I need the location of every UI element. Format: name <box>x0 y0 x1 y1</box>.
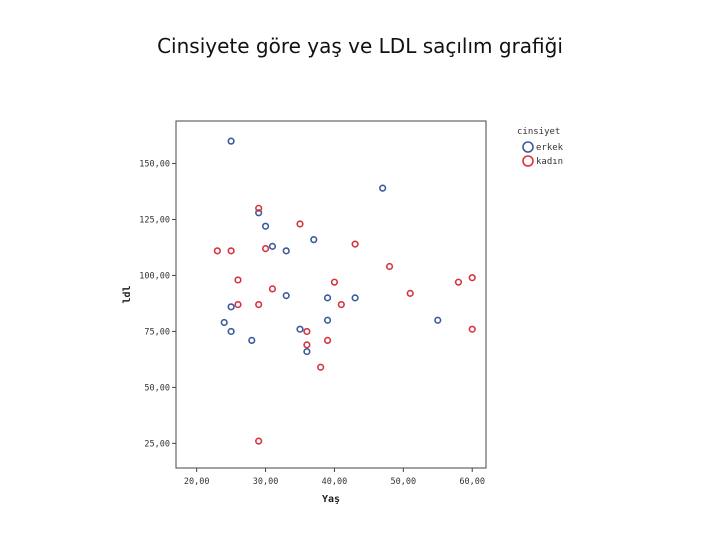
y-tick-label: 150,00 <box>139 160 170 170</box>
data-point-erkek <box>220 318 228 327</box>
x-tick-label: 30,00 <box>253 477 279 487</box>
data-point-erkek <box>351 294 359 302</box>
data-point-erkek <box>379 184 387 192</box>
data-point-kadın <box>227 247 235 255</box>
data-point-kadın <box>213 247 221 255</box>
data-point-kadın <box>454 278 463 286</box>
data-point-kadın <box>406 289 414 297</box>
data-point-kadın <box>468 274 476 282</box>
data-point-kadın <box>255 204 263 212</box>
data-point-erkek <box>268 242 277 250</box>
data-point-kadın <box>468 325 476 333</box>
data-point-kadın <box>296 220 304 228</box>
data-point-kadın <box>268 285 277 293</box>
data-point-erkek <box>282 292 290 300</box>
x-tick-label: 20,00 <box>184 477 210 487</box>
y-tick-label: 50,00 <box>144 383 170 393</box>
data-point-erkek <box>227 137 235 145</box>
legend-marker-erkek <box>522 141 534 153</box>
x-tick-label: 50,00 <box>391 477 417 487</box>
y-tick-label: 25,00 <box>144 439 170 449</box>
data-point-erkek <box>310 236 318 244</box>
data-point-erkek <box>434 316 442 324</box>
legend-marker-kadın <box>522 155 534 167</box>
data-point-erkek <box>255 209 263 217</box>
data-point-kadın <box>234 300 242 309</box>
data-point-kadın <box>303 327 311 336</box>
data-point-erkek <box>282 247 290 255</box>
data-point-kadın <box>255 437 263 445</box>
y-axis-title: ldl <box>122 285 133 303</box>
x-tick-label: 60,00 <box>459 477 485 487</box>
y-tick-label: 100,00 <box>139 271 170 281</box>
y-tick-label: 125,00 <box>139 216 170 226</box>
legend-label: kadın <box>536 157 563 167</box>
data-point-kadın <box>330 278 339 286</box>
legend: cinsiyet erkek kadın <box>517 127 564 167</box>
data-point-erkek <box>227 327 235 336</box>
x-axis-title: Yaş <box>322 494 340 505</box>
y-axis: 25,00 50,00 75,00 100,00 125,00 150,00 <box>139 160 176 449</box>
x-axis: 20,00 30,00 40,00 50,00 60,00 <box>184 468 485 487</box>
data-point-erkek <box>296 325 304 333</box>
data-point-erkek <box>323 294 332 302</box>
plot-frame <box>175 120 487 469</box>
data-point-erkek <box>303 347 311 356</box>
data-point-erkek <box>248 336 256 344</box>
x-tick-label: 40,00 <box>322 477 348 487</box>
data-point-kadın <box>351 240 359 248</box>
data-point-kadın <box>234 276 242 284</box>
data-point-erkek <box>227 303 235 311</box>
data-point-kadın <box>337 300 345 309</box>
data-point-kadın <box>261 245 270 253</box>
data-point-erkek <box>261 222 270 230</box>
slide-title: Cinsiyete göre yaş ve LDL saçılım grafiğ… <box>157 34 563 58</box>
legend-label: erkek <box>536 143 564 153</box>
data-points <box>213 137 476 445</box>
data-point-erkek <box>323 316 332 324</box>
legend-title: cinsiyet <box>517 127 560 137</box>
y-tick-label: 75,00 <box>144 327 170 337</box>
data-point-kadın <box>303 341 311 349</box>
data-point-kadın <box>255 300 263 309</box>
data-point-kadın <box>323 336 332 344</box>
data-point-kadın <box>385 262 394 271</box>
data-point-kadın <box>317 363 325 371</box>
